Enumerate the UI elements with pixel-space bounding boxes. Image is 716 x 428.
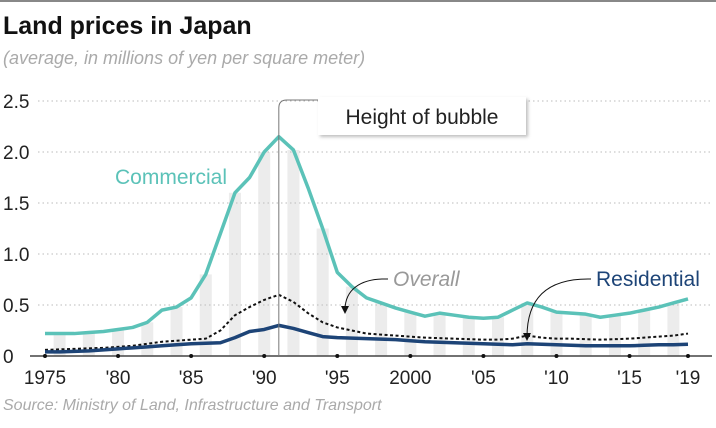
legend-label-commercial: Commercial [115,166,227,189]
y-tick-label: 1.5 [3,194,29,215]
background-column [228,192,241,356]
x-tick-mark [554,354,559,358]
top-rule [0,0,716,2]
chart-subtitle: (average, in millions of yen per square … [3,48,366,68]
annotation-box [318,97,526,135]
background-column [404,312,417,356]
x-tick-label: '95 [325,368,350,389]
y-tick-label: 0 [3,347,14,368]
x-tick-label: '90 [252,368,277,389]
background-column [608,315,621,356]
chart-title: Land prices in Japan [3,12,252,40]
x-tick-label: '85 [179,368,204,389]
background-column [170,307,183,356]
overall-arrow [341,278,389,314]
x-tick-mark [627,354,632,358]
x-tick-label: 1975 [24,368,66,389]
background-column [141,322,154,356]
series-line-commercial [45,134,689,336]
x-tick-mark [686,354,690,358]
background-column [287,149,300,356]
background-column [199,274,212,356]
background-column [550,312,563,356]
background-column [112,329,125,356]
x-tick-mark [408,354,413,358]
x-tick-mark [481,354,486,358]
background-column [462,317,475,356]
x-tick-mark [262,354,267,358]
background-column [53,333,66,356]
annotation-height-of-bubble: Height of bubble [346,106,499,129]
x-tick-mark [116,354,121,358]
legend-label-overall: Overall [393,268,461,291]
x-tick-mark [189,354,194,358]
x-tick-mark [43,354,47,358]
residential-arrow [523,278,592,341]
series-line-residential [45,323,689,354]
bubble-connector [278,99,318,118]
background-column [667,302,680,356]
x-tick-mark [335,354,340,358]
x-tick-label: '05 [471,368,496,389]
source-note: Source: Ministry of Land, Infrastructure… [3,397,382,414]
x-tick-label: '80 [106,368,131,389]
y-tick-label: 0.5 [3,296,29,317]
y-tick-label: 2.5 [3,92,29,113]
x-tick-label: '10 [544,368,569,389]
y-tick-label: 2.0 [3,143,29,164]
x-tick-label: 2000 [389,368,431,389]
series-line-overall [44,293,689,351]
background-column [579,314,592,356]
background-column [492,317,505,356]
y-tick-label: 1.0 [3,245,29,266]
x-tick-label: '15 [617,368,642,389]
background-column [375,302,388,356]
legend-label-residential: Residential [596,268,700,291]
background-column [638,310,651,356]
x-tick-label: '19 [676,368,701,389]
background-column [433,313,446,356]
